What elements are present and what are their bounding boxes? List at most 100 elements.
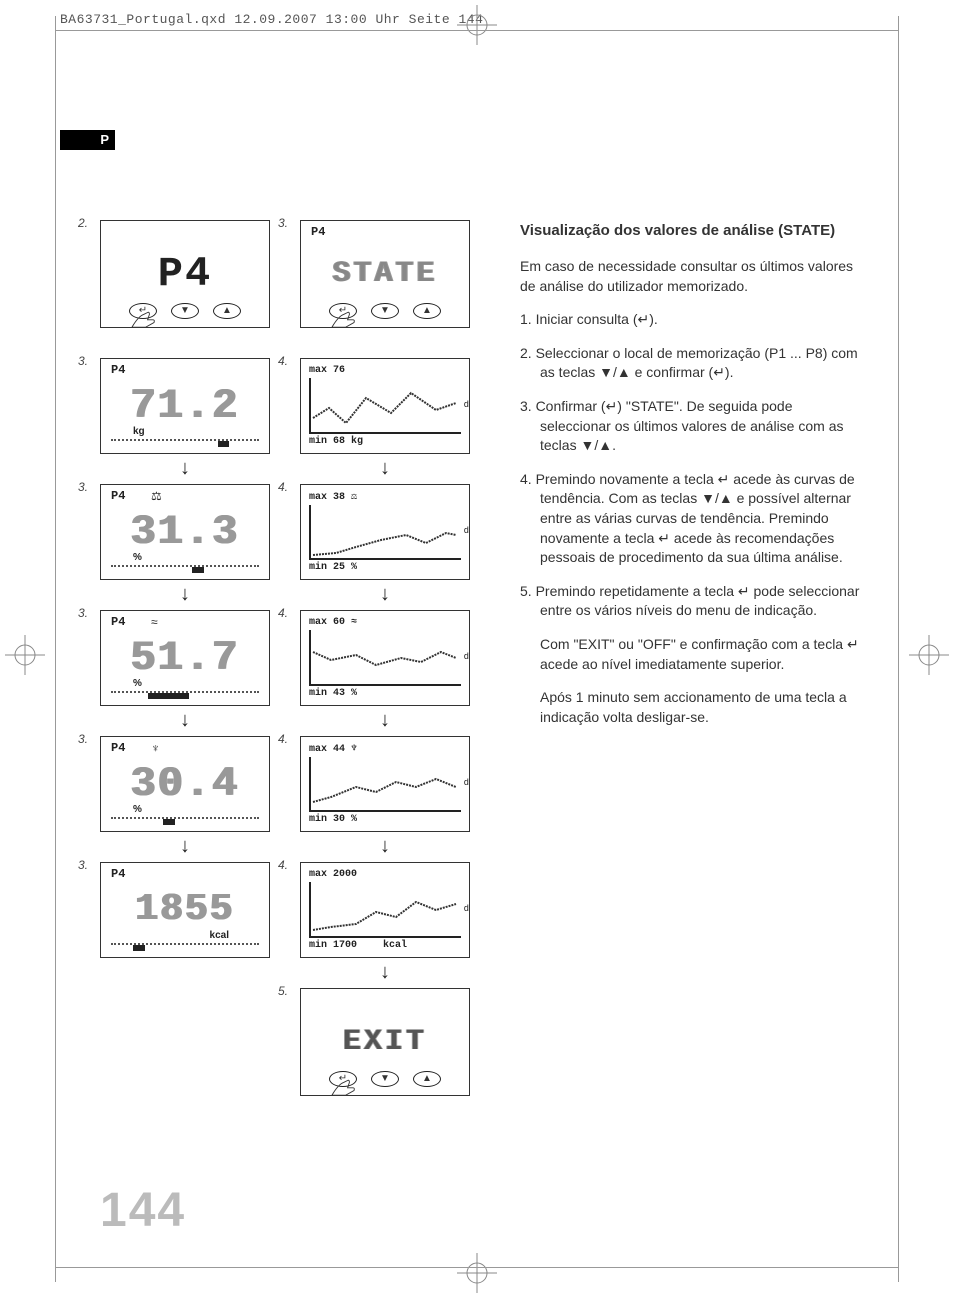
diagram-grid: 2. P4 ↵ ▼ ▲ 3. P4 71.2 kg: [100, 220, 480, 1238]
d-label: d: [464, 400, 469, 410]
lcd-bar: [111, 695, 259, 699]
min-label: min: [309, 940, 327, 951]
step-5: 5. Premindo repetidamente a tecla ↵ pode…: [520, 582, 864, 621]
lcd-profile: P4: [311, 225, 325, 239]
min-value: 43: [333, 688, 345, 699]
down-button[interactable]: ▼: [171, 303, 199, 319]
max-value: 44: [333, 744, 345, 755]
lcd-main: 51.7: [131, 637, 240, 679]
max-label: max: [309, 869, 327, 880]
up-button[interactable]: ▲: [413, 303, 441, 319]
intro-paragraph: Em caso de necessidade consultar os últi…: [520, 257, 864, 296]
panel-kcal: 3. P4 1855 kcal: [100, 862, 270, 958]
arrow-down-icon: ↓: [100, 584, 270, 604]
max-label: max: [309, 744, 327, 755]
timeout-note: Após 1 minuto sem accionamento de uma te…: [520, 688, 864, 727]
step-number: 4.: [278, 858, 288, 872]
arrow-down-icon: ↓: [100, 458, 270, 478]
step-number: 3.: [78, 606, 88, 620]
lcd-main: STATE: [332, 259, 437, 289]
arrow-down-icon: ↓: [300, 836, 470, 856]
step-number: 4.: [278, 480, 288, 494]
hand-icon: [329, 307, 357, 328]
panel-graph-kcal: 4. max2000 d min1700 kcal: [300, 862, 470, 958]
up-button[interactable]: ▲: [213, 303, 241, 319]
lcd-main: 31.3: [131, 511, 240, 553]
arrow-down-icon: ↓: [100, 836, 270, 856]
lcd-bar: [111, 821, 259, 825]
lcd-unit: %: [133, 678, 142, 689]
graph-unit: kcal: [383, 940, 407, 951]
arrow-down-icon: ↓: [300, 962, 470, 982]
step-number: 2.: [78, 216, 88, 230]
crop-header: BA63731_Portugal.qxd 12.09.2007 13:00 Uh…: [60, 12, 483, 27]
button-row: ↵ ▼ ▲: [301, 1071, 469, 1087]
step-4: 4. Premindo novamente a tecla ↵ acede às…: [520, 470, 864, 568]
min-value: 1700: [333, 940, 357, 951]
panel-water: 3. P4 ≈ 51.7 %: [100, 610, 270, 706]
panel-weight: 3. P4 71.2 kg: [100, 358, 270, 454]
max-value: 2000: [333, 869, 357, 880]
lcd-main: 1855: [135, 891, 234, 929]
step-number: 4.: [278, 606, 288, 620]
step-number: 5.: [278, 984, 288, 998]
button-row: ↵ ▼ ▲: [101, 303, 269, 319]
min-value: 68: [333, 436, 345, 447]
lcd-profile: P4: [111, 363, 125, 377]
lcd-unit: %: [133, 552, 142, 563]
exit-note: Com "EXIT" ou "OFF" e confirmação com a …: [520, 635, 864, 674]
step-1: 1. Iniciar consulta (↵).: [520, 310, 864, 330]
lcd-scale: [111, 439, 259, 441]
register-mark-left: [5, 635, 45, 675]
step-number: 4.: [278, 354, 288, 368]
max-value: 76: [333, 365, 345, 376]
trend-graph: d: [309, 630, 461, 686]
down-button[interactable]: ▼: [371, 303, 399, 319]
page-number: 144: [100, 1183, 186, 1238]
lcd-scale: [111, 565, 259, 567]
step-number: 3.: [78, 354, 88, 368]
d-label: d: [464, 652, 469, 662]
button-row: ↵ ▼ ▲: [301, 303, 469, 319]
lcd-bar: [111, 443, 259, 447]
lcd-profile: P4: [111, 489, 125, 503]
step-3: 3. Confirmar (↵) "STATE". De seguida pod…: [520, 397, 864, 456]
min-label: min: [309, 436, 327, 447]
min-value: 25: [333, 562, 345, 573]
d-label: d: [464, 904, 469, 914]
muscle-icon: ♆: [151, 741, 160, 755]
panel-state: 3. P4 STATE ↵ ▼ ▲: [300, 220, 470, 328]
panel-graph-muscle: 4. max44 ♆ d min30%: [300, 736, 470, 832]
min-value: 30: [333, 814, 345, 825]
min-label: min: [309, 688, 327, 699]
lcd-profile: P4: [111, 741, 125, 755]
arrow-down-icon: ↓: [300, 584, 470, 604]
lcd-profile: P4: [111, 615, 125, 629]
panel-exit: 5. EXIT ↵ ▼ ▲: [300, 988, 470, 1096]
panel-bodyfat: 3. P4 ⚖ 31.3 %: [100, 484, 270, 580]
d-label: d: [464, 526, 469, 536]
panel-muscle: 3. P4 ♆ 30.4 %: [100, 736, 270, 832]
page-content: 2. P4 ↵ ▼ ▲ 3. P4 71.2 kg: [100, 220, 864, 1238]
bodyfat-icon: ⚖: [351, 491, 357, 503]
lcd-main: 30.4: [131, 763, 240, 805]
lcd-scale: [111, 817, 259, 819]
step-number: 4.: [278, 732, 288, 746]
min-label: min: [309, 814, 327, 825]
lcd-profile: P4: [111, 867, 125, 881]
lcd-bar: [111, 569, 259, 573]
language-tab: P: [60, 130, 115, 150]
up-button[interactable]: ▲: [413, 1071, 441, 1087]
lcd-unit: kg: [133, 426, 145, 437]
arrow-down-icon: ↓: [300, 710, 470, 730]
water-icon: ≈: [151, 615, 158, 629]
max-value: 38: [333, 492, 345, 503]
step-2: 2. Seleccionar o local de memorização (P…: [520, 344, 864, 383]
lcd-main: P4: [158, 253, 212, 295]
down-button[interactable]: ▼: [371, 1071, 399, 1087]
panel-p4-select: 2. P4 ↵ ▼ ▲: [100, 220, 270, 328]
step-number: 3.: [278, 216, 288, 230]
bodyfat-icon: ⚖: [151, 489, 162, 503]
max-label: max: [309, 617, 327, 628]
trend-graph: d: [309, 757, 461, 812]
